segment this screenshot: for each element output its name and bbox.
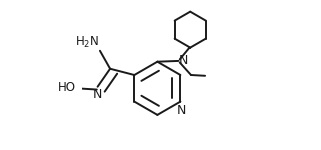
Text: N: N [93, 88, 103, 101]
Text: N: N [179, 54, 188, 67]
Text: N: N [177, 104, 186, 117]
Text: HO: HO [58, 81, 76, 94]
Text: H$_2$N: H$_2$N [74, 34, 99, 50]
